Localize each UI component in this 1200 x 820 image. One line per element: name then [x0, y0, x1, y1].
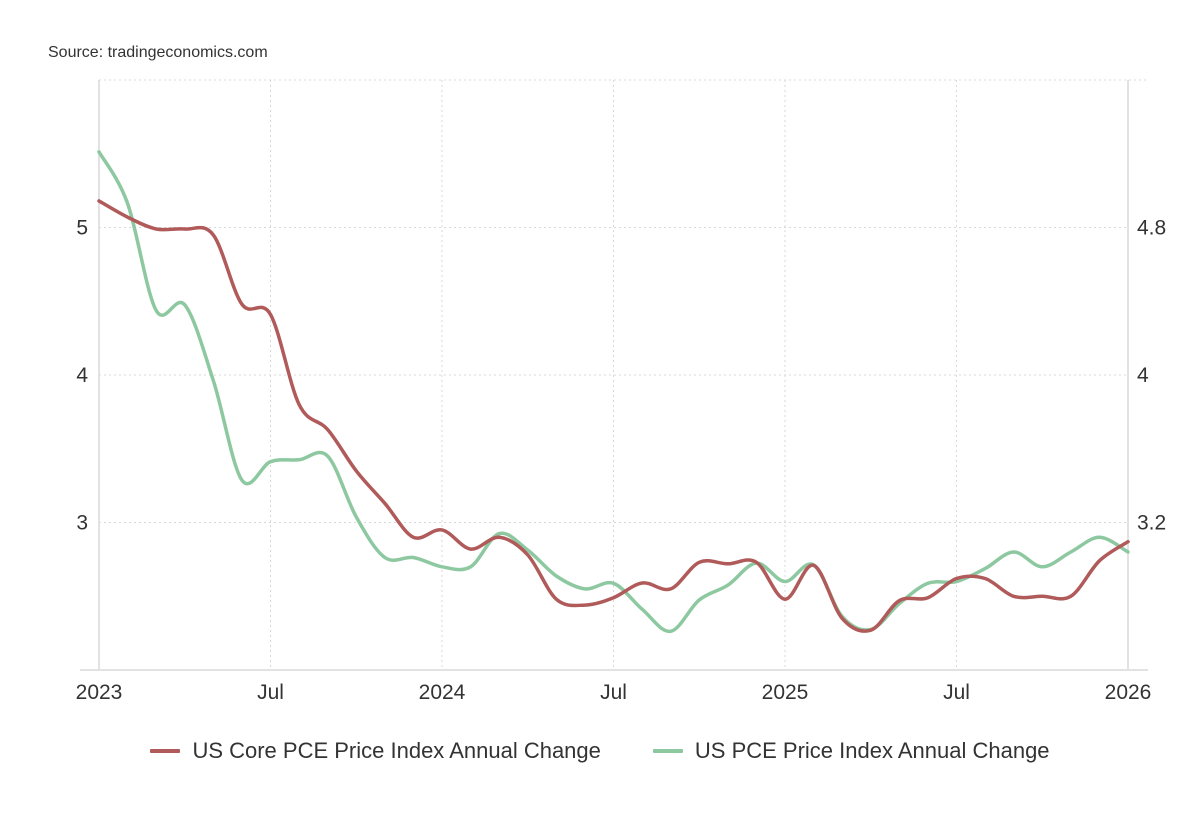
tick-labels: 5 4 3 4.8 4 3.2 2023 Jul 2024 Jul 2025 Jul 2026: [76, 217, 1167, 705]
legend-swatch-core-pce: [150, 749, 181, 753]
series-lines: [97, 150, 1130, 634]
legend-item-core-pce[interactable]: US Core PCE Price Index Annual Change: [150, 738, 601, 764]
series-line-pce: [97, 150, 1130, 634]
y-left-tick-label: 4: [76, 364, 88, 387]
series-line-core-pce: [97, 199, 1130, 633]
x-tick-label: 2024: [419, 681, 466, 704]
line-chart: 5 4 3 4.8 4 3.2 2023 Jul 2024 Jul 2025 Jul 2026: [76, 79, 1167, 705]
legend: US Core PCE Price Index Annual Change US…: [0, 738, 1200, 764]
x-tick-label: Jul: [600, 681, 627, 704]
x-tick-label: Jul: [257, 681, 284, 704]
legend-label-pce: US PCE Price Index Annual Change: [694, 738, 1050, 763]
x-tick-label: Jul: [943, 681, 970, 704]
x-tick-label: 2023: [76, 681, 123, 704]
axes: [80, 80, 1148, 671]
grid-lines: [99, 79, 1148, 670]
points-pce: [98, 151, 1129, 632]
y-right-tick-label: 3.2: [1137, 512, 1166, 535]
legend-label-core-pce: US Core PCE Price Index Annual Change: [192, 738, 601, 763]
x-tick-label: 2025: [762, 681, 809, 704]
y-right-tick-label: 4.8: [1137, 217, 1166, 240]
legend-item-pce[interactable]: US PCE Price Index Annual Change: [652, 738, 1050, 764]
y-left-tick-label: 3: [76, 512, 88, 535]
points-core-pce: [98, 200, 1129, 631]
y-left-tick-label: 5: [76, 217, 88, 240]
source-label: Source: tradingeconomics.com: [48, 44, 268, 61]
y-right-tick-label: 4: [1137, 364, 1149, 387]
x-tick-label: 2026: [1105, 681, 1152, 704]
legend-swatch-pce: [652, 749, 683, 753]
